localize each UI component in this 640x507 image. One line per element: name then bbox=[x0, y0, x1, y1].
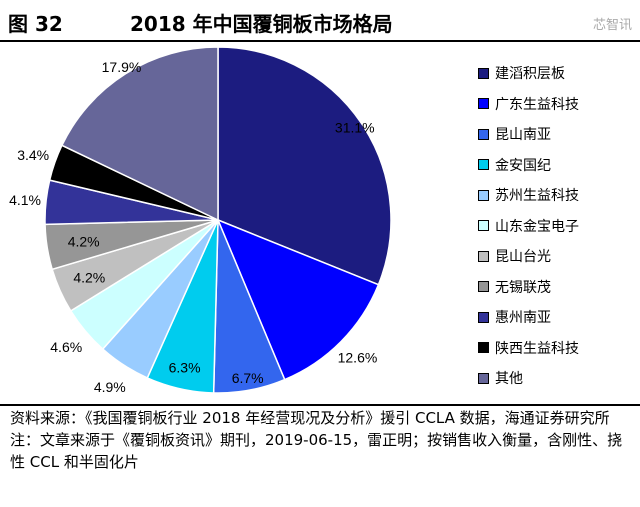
data-label: 4.2% bbox=[68, 233, 100, 249]
data-label: 3.4% bbox=[17, 147, 49, 163]
chart-title: 2018 年中国覆铜板市场格局 bbox=[130, 12, 393, 36]
legend-swatch bbox=[478, 250, 489, 262]
legend-item: 其他 bbox=[478, 363, 579, 394]
legend-item: 苏州生益科技 bbox=[478, 180, 579, 211]
legend-label: 昆山台光 bbox=[495, 249, 551, 266]
legend-label: 昆山南亚 bbox=[495, 127, 551, 144]
pie-slice-10 bbox=[60, 46, 219, 222]
legend: 建滔积层板广东生益科技 昆山南亚金安国纪苏州生益科技 山东金宝电子 昆山台光无锡联茂惠… bbox=[478, 58, 579, 394]
pie-slice-1 bbox=[216, 218, 380, 381]
pie-slice-0 bbox=[217, 46, 392, 286]
legend-label: 建滔积层板 bbox=[495, 66, 565, 83]
pie-chart: 31.1% 12.6% 6.7% 6.3% 4.9% 4.6% 4.2% 4.2% 4.1% 3.… bbox=[9, 46, 392, 395]
data-label: 12.6% bbox=[338, 350, 378, 366]
legend-swatch bbox=[478, 281, 489, 293]
legend-label: 惠州南亚 bbox=[495, 310, 551, 327]
top-divider bbox=[0, 40, 640, 42]
legend-swatch bbox=[478, 311, 489, 323]
legend-swatch bbox=[478, 220, 489, 232]
legend-label: 苏州生益科技 bbox=[495, 188, 579, 205]
legend-label: 广东生益科技 bbox=[495, 96, 579, 113]
legend-label: 其他 bbox=[495, 371, 523, 388]
legend-item: 陕西生益科技 bbox=[478, 333, 579, 364]
legend-item: 惠州南亚 bbox=[478, 302, 579, 333]
data-label: 4.6% bbox=[50, 339, 82, 355]
source-note: 资料来源：《我国覆铜板行业 2018 年经营现况及分析》援引 CCLA 数据，海… bbox=[10, 409, 610, 427]
remark-note: 注：文章来源于《覆铜板资讯》期刊，2019-06-15，雷正明；按销售收入衡量，… bbox=[10, 431, 623, 471]
legend-label: 金安国纪 bbox=[495, 157, 551, 174]
data-label: 17.9% bbox=[102, 59, 142, 75]
legend-swatch bbox=[478, 98, 489, 110]
watermark: 芯智讯 bbox=[592, 18, 632, 33]
data-label: 31.1% bbox=[335, 120, 375, 136]
legend-item: 广东生益科技 bbox=[478, 89, 579, 120]
bottom-divider bbox=[0, 404, 640, 406]
data-label: 6.3% bbox=[169, 359, 201, 375]
data-label: 6.7% bbox=[232, 370, 264, 386]
legend-label: 山东金宝电子 bbox=[495, 218, 579, 235]
legend-swatch bbox=[478, 159, 489, 171]
legend-swatch bbox=[478, 128, 489, 140]
legend-swatch bbox=[478, 67, 489, 79]
legend-item: 金安国纪 bbox=[478, 150, 579, 181]
legend-item: 建滔积层板 bbox=[478, 58, 579, 89]
legend-swatch bbox=[478, 189, 489, 201]
notes: 资料来源：《我国覆铜板行业 2018 年经营现况及分析》援引 CCLA 数据，海… bbox=[10, 407, 630, 473]
legend-swatch bbox=[478, 342, 489, 354]
legend-item: 昆山南亚 bbox=[478, 119, 579, 150]
legend-item: 山东金宝电子 bbox=[478, 211, 579, 242]
legend-label: 无锡联茂 bbox=[495, 279, 551, 296]
figure-number: 图 32 bbox=[8, 12, 63, 36]
data-label: 4.2% bbox=[73, 270, 105, 286]
legend-item: 昆山台光 bbox=[478, 241, 579, 272]
legend-swatch bbox=[478, 372, 489, 384]
data-label: 4.9% bbox=[94, 379, 126, 395]
legend-item: 无锡联茂 bbox=[478, 272, 579, 303]
data-label: 4.1% bbox=[9, 192, 41, 208]
legend-label: 陕西生益科技 bbox=[495, 340, 579, 357]
